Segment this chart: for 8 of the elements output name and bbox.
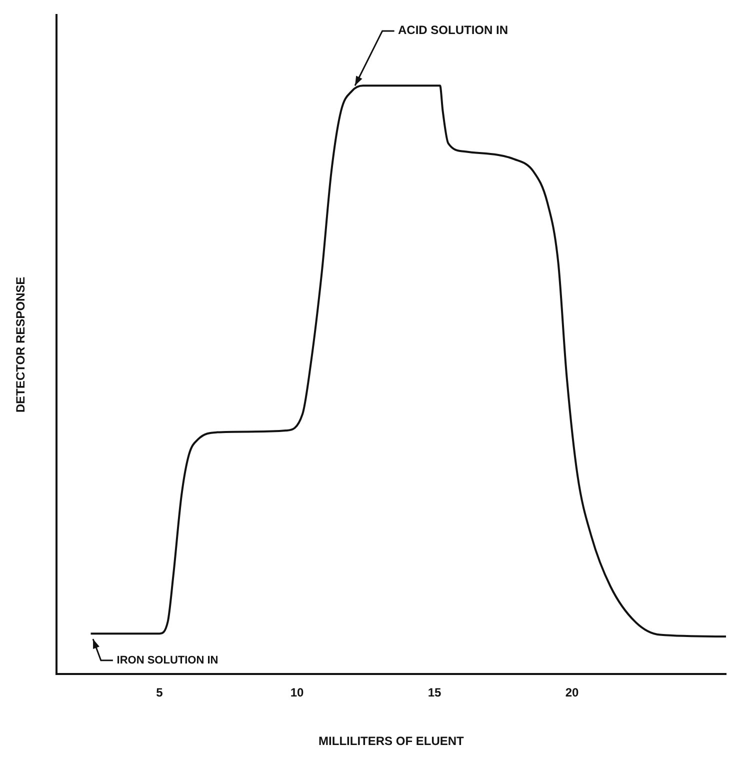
x-tick-label: 5 bbox=[156, 686, 164, 700]
annotation: IRON SOLUTION IN bbox=[116, 654, 218, 667]
x-tick-label: 10 bbox=[290, 686, 304, 700]
y-axis-title: DETECTOR RESPONSE bbox=[14, 276, 28, 413]
x-tick-label: 15 bbox=[428, 686, 442, 700]
x-axis-title: MILLILITERS OF ELUENT bbox=[318, 734, 465, 748]
x-tick-label: 20 bbox=[565, 686, 579, 700]
annotation: ACID SOLUTION IN bbox=[398, 23, 508, 38]
